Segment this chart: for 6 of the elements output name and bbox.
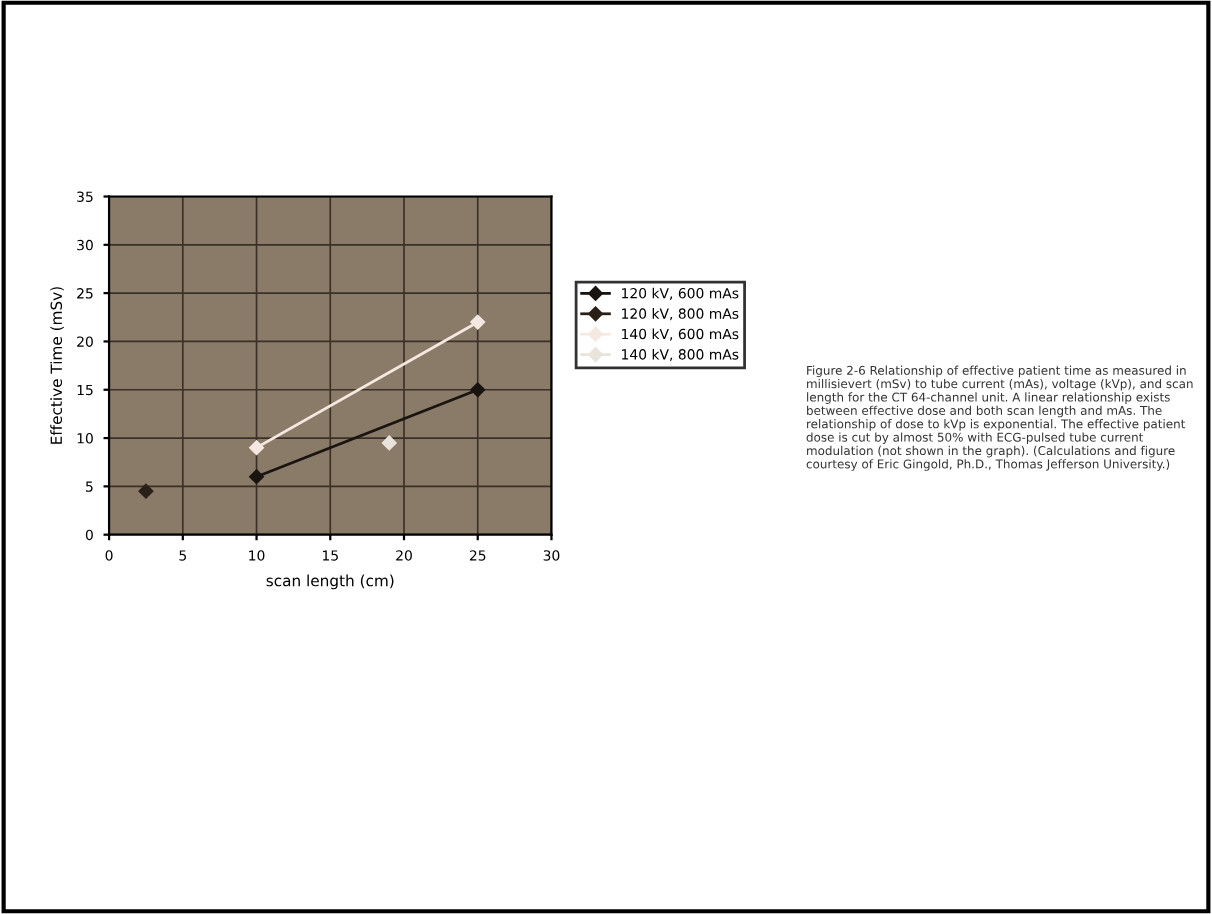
point bbox=[249, 469, 264, 484]
point bbox=[381, 435, 397, 451]
point bbox=[138, 483, 154, 499]
point bbox=[470, 314, 486, 330]
point bbox=[470, 382, 486, 398]
point bbox=[249, 440, 264, 456]
